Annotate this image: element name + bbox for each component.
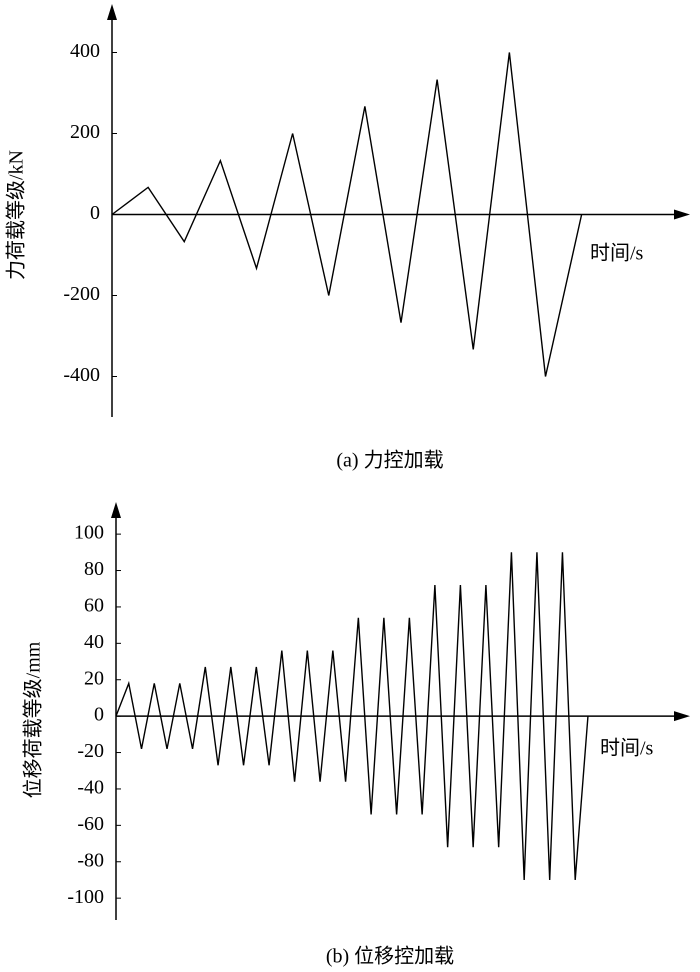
y-tick-label: 60 [84, 595, 104, 617]
y-tick-label: -400 [63, 364, 100, 386]
data-line [111, 52, 583, 377]
y-tick-label: 80 [84, 558, 104, 580]
x-axis-label: 时间/s [590, 242, 644, 265]
x-axis-arrow [674, 209, 690, 220]
caption: (b) 位移控加载 [326, 945, 454, 968]
y-tick-label: 40 [84, 631, 104, 653]
y-axis-label: 位移荷载等级/mm [22, 641, 45, 798]
y-tick-label: -20 [77, 740, 104, 762]
y-tick-label: -60 [77, 813, 104, 835]
y-axis-label: 力荷载等级/kN [5, 150, 28, 280]
data-line [115, 552, 589, 881]
y-tick-label: -100 [67, 886, 104, 908]
y-tick-label: -80 [77, 849, 104, 871]
y-axis-arrow [111, 502, 121, 518]
x-axis-label: 时间/s [600, 737, 654, 760]
y-tick-label: 200 [70, 121, 100, 143]
y-tick-label: 0 [90, 202, 100, 224]
y-tick-label: 100 [74, 522, 104, 544]
y-tick-label: -40 [77, 777, 104, 799]
y-tick-label: -200 [63, 283, 100, 305]
y-tick-label: 400 [70, 40, 100, 62]
y-tick-label: 0 [94, 704, 104, 726]
y-axis-arrow [107, 4, 117, 20]
y-tick-label: 20 [84, 667, 104, 689]
x-axis-arrow [674, 711, 690, 722]
caption: (a) 力控加载 [336, 449, 443, 472]
